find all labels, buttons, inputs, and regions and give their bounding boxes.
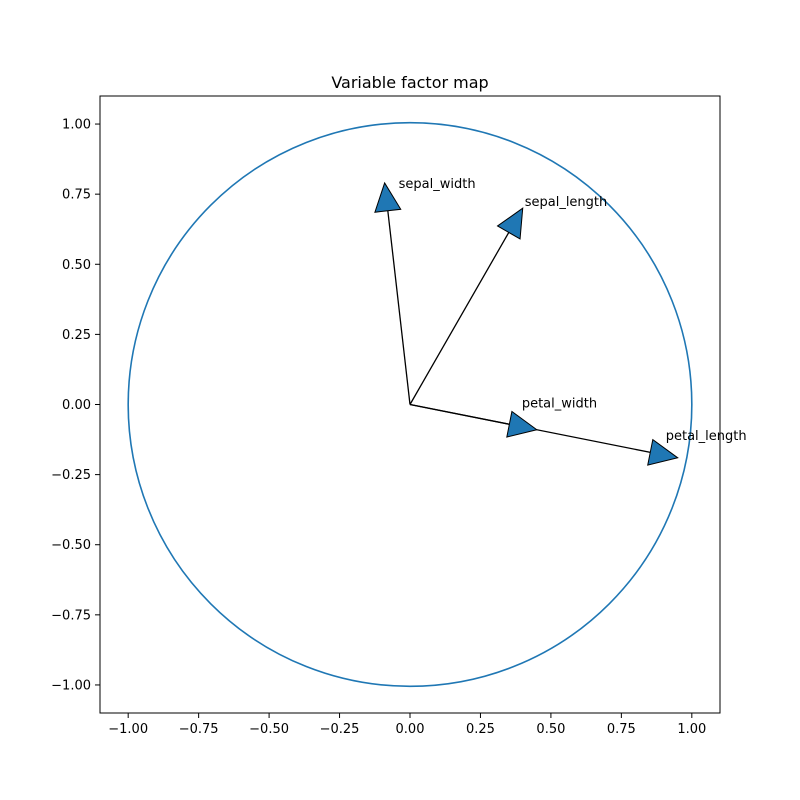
vector-arrowhead-sepal_width: [374, 181, 402, 213]
chart-title: Variable factor map: [331, 73, 488, 92]
y-tick-label: −0.75: [51, 608, 91, 623]
vector-line-sepal_width: [384, 188, 411, 405]
vector-label-sepal_width: sepal_width: [399, 177, 476, 192]
correlation-circle: [127, 121, 693, 688]
x-tick-label: 0.75: [607, 722, 636, 737]
plot-area: −1.00 −0.75 −0.50 −0.25 0.00 0.25 0.50 0.75 1.00…: [51, 95, 747, 737]
x-tick-label: 1.00: [677, 722, 706, 737]
vector-arrowhead-sepal_length: [496, 207, 524, 240]
y-tick-label: 0.25: [62, 328, 91, 343]
x-tick-label: 0.25: [466, 722, 495, 737]
y-tick-label: −0.50: [51, 538, 91, 553]
vector-arrowhead-petal_length: [647, 438, 679, 466]
x-tick-label: −0.50: [249, 722, 289, 737]
x-tick-label: −1.00: [108, 722, 148, 737]
y-tick-label: −0.25: [51, 468, 91, 483]
x-tick-label: 0.50: [536, 722, 565, 737]
y-tick-label: 1.00: [62, 118, 91, 133]
vector-label-sepal_length: sepal_length: [525, 195, 608, 210]
vector-line-sepal_length: [409, 213, 521, 405]
x-tick-label: −0.75: [179, 722, 219, 737]
y-tick-label: −1.00: [51, 678, 91, 693]
vector-label-petal_width: petal_width: [522, 397, 597, 412]
vector-label-petal_length: petal_length: [666, 429, 747, 444]
y-tick-label: 0.00: [62, 398, 91, 413]
x-tick-label: 0.00: [396, 722, 425, 737]
vector-arrowhead-petal_width: [506, 410, 538, 438]
y-tick-label: 0.50: [62, 258, 91, 273]
y-tick-label: 0.75: [62, 188, 91, 203]
x-tick-label: −0.25: [320, 722, 360, 737]
